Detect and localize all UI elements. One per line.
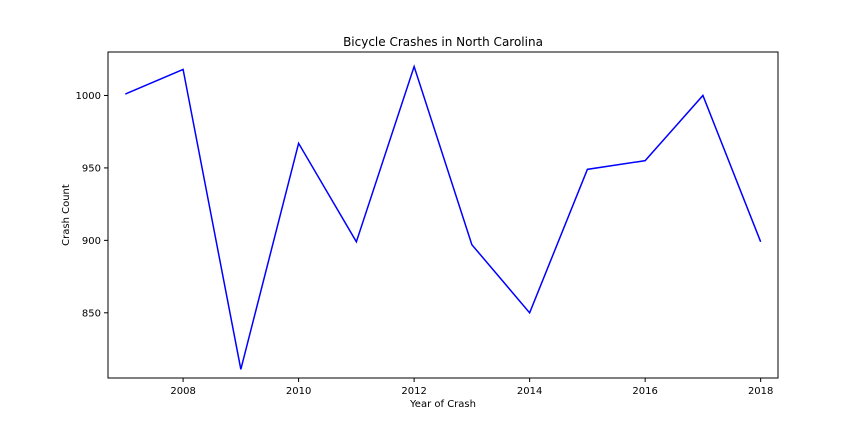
x-tick-label: 2014 — [517, 386, 542, 397]
y-tick-label: 900 — [82, 236, 101, 247]
plot-frame — [107, 51, 779, 379]
y-tick-label: 850 — [82, 308, 101, 319]
x-tick-label: 2010 — [286, 386, 311, 397]
x-axis-label: Year of Crash — [409, 399, 476, 410]
x-axis: 2008 2010 2012 2014 2016 2018 — [170, 378, 773, 397]
plot-area: 2008 2010 2012 2014 2016 2018 850 900 950 1000 — [76, 51, 779, 397]
x-tick-label: 2008 — [170, 386, 195, 397]
y-tick-label: 950 — [82, 163, 101, 174]
y-axis: 850 900 950 1000 — [76, 91, 108, 319]
y-tick-label: 1000 — [76, 91, 101, 102]
series-line — [125, 64, 762, 370]
y-axis-label: Crash Count — [61, 184, 72, 246]
x-tick-label: 2018 — [748, 386, 773, 397]
x-tick-label: 2012 — [401, 386, 426, 397]
chart-title: Bicycle Crashes in North Carolina — [343, 35, 543, 49]
x-tick-label: 2016 — [632, 386, 657, 397]
series-layer — [125, 64, 762, 370]
